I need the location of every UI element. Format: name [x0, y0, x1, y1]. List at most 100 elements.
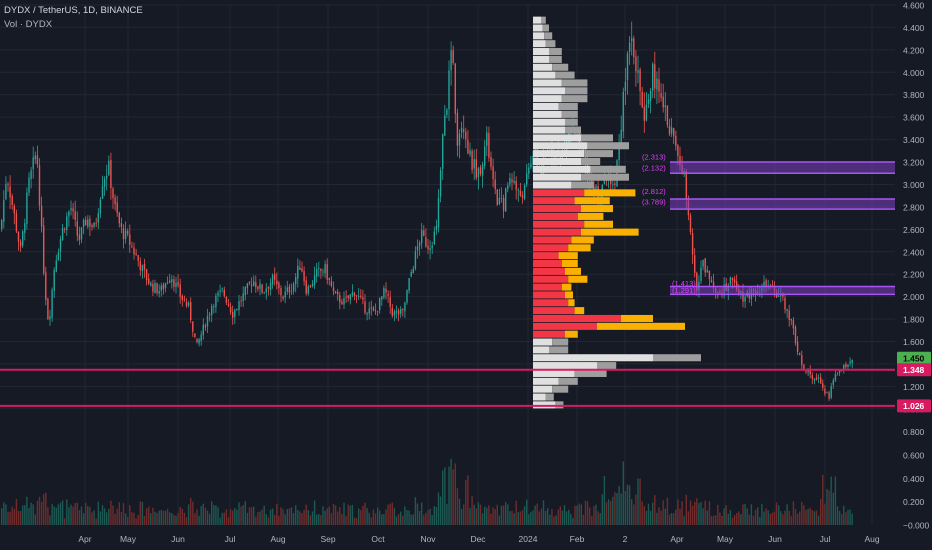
volume-bar	[351, 504, 354, 525]
volume-bar	[757, 507, 759, 525]
volume-bar	[64, 518, 66, 525]
volume-tick-label: 0.600	[903, 451, 925, 461]
profile-row-up	[533, 173, 581, 181]
profile-row-up	[533, 205, 581, 213]
volume-bar	[330, 513, 333, 525]
candle-body	[82, 219, 85, 227]
candle-body	[492, 166, 494, 180]
candle-body	[614, 183, 616, 185]
volume-bar	[729, 510, 732, 525]
volume-bar	[76, 502, 78, 525]
candle-body	[414, 251, 417, 269]
volume-bar	[358, 508, 360, 525]
volume-bar	[710, 515, 713, 525]
volume-bar	[309, 515, 312, 525]
candle-body	[498, 197, 501, 205]
candle-body	[784, 297, 786, 310]
candle-body	[708, 270, 711, 280]
volume-bar	[460, 508, 463, 525]
volume-bar	[666, 497, 669, 525]
candle-body	[824, 388, 826, 395]
volume-bar	[496, 504, 498, 525]
candle-body	[250, 284, 253, 286]
volume-bar	[370, 517, 372, 525]
candle-body	[628, 42, 631, 52]
volume-bar	[400, 511, 402, 525]
profile-row-up	[533, 346, 549, 354]
candle-body	[246, 283, 249, 288]
volume-legend[interactable]: Vol · DYDX	[4, 19, 53, 30]
candle-body	[622, 91, 624, 132]
candle-body	[439, 170, 442, 197]
candle-body	[612, 184, 614, 186]
candle-body	[93, 222, 95, 227]
profile-row-down	[584, 220, 613, 228]
volume-bar	[452, 469, 454, 525]
volume-bar	[479, 504, 482, 525]
volume-bar	[116, 508, 118, 525]
volume-bar	[311, 511, 314, 525]
volume-bar	[677, 499, 679, 525]
profile-row-up	[533, 189, 585, 197]
symbol-legend[interactable]: DYDX / TetherUS, 1D, BINANCE	[4, 5, 143, 16]
volume-bar	[717, 504, 719, 525]
candle-body	[643, 106, 645, 121]
volume-bar	[595, 504, 597, 525]
volume-bar	[393, 507, 396, 525]
volume-bar	[847, 509, 849, 525]
time-tick-label: Nov	[420, 534, 436, 544]
volume-bar	[694, 501, 696, 525]
volume-bar	[509, 511, 511, 525]
volume-bar	[763, 511, 765, 525]
volume-bar	[204, 507, 207, 525]
volume-bar	[782, 514, 784, 525]
candle-body	[505, 188, 507, 212]
volume-bar	[362, 505, 364, 525]
volume-bar	[788, 510, 790, 525]
candle-body	[17, 231, 20, 242]
volume-bar	[137, 514, 139, 525]
candle-body	[536, 148, 538, 167]
volume-bar	[675, 509, 677, 525]
profile-row-up	[533, 283, 562, 291]
volume-bar	[133, 512, 135, 525]
axes[interactable]: 4.600 4.400 4.200 4.000 3.800 3.600 3.400 3.200…	[78, 1, 931, 545]
candle-body	[343, 298, 345, 305]
candle-body	[334, 291, 337, 294]
profile-row-up	[533, 228, 581, 236]
volume-bar	[274, 514, 276, 525]
volume-bar	[129, 505, 131, 525]
candle-body	[796, 341, 799, 352]
volume-bar	[253, 506, 255, 525]
profile-row-up	[533, 362, 597, 370]
candle-body	[484, 146, 486, 166]
price-label-text: 1.348	[903, 365, 925, 375]
volume-bar	[664, 508, 666, 525]
volume-bar	[832, 492, 834, 525]
volume-bar	[148, 506, 150, 525]
volume-bar	[792, 501, 795, 525]
volume-bar	[427, 510, 429, 525]
candle-body	[217, 292, 219, 296]
volume-bar	[683, 516, 685, 525]
candle-body	[198, 339, 200, 344]
volume-bar	[815, 510, 818, 525]
time-tick-label: Apr	[78, 534, 91, 544]
profile-row-down	[574, 369, 607, 377]
candle-body	[654, 64, 656, 89]
volume-bar	[515, 500, 517, 525]
volume-bar	[563, 505, 566, 525]
profile-row-down	[568, 244, 591, 252]
candle-body	[450, 50, 452, 71]
candle-body	[444, 115, 446, 136]
volume-bar	[127, 516, 129, 525]
candle-body	[253, 281, 255, 286]
volume-bar	[647, 503, 650, 525]
profile-row-up	[533, 197, 575, 205]
candle-body	[530, 163, 532, 168]
horizontal-levels[interactable]	[0, 368, 895, 407]
volume-bar	[486, 507, 488, 525]
volume-bar	[93, 510, 95, 525]
candle-body	[851, 359, 853, 363]
